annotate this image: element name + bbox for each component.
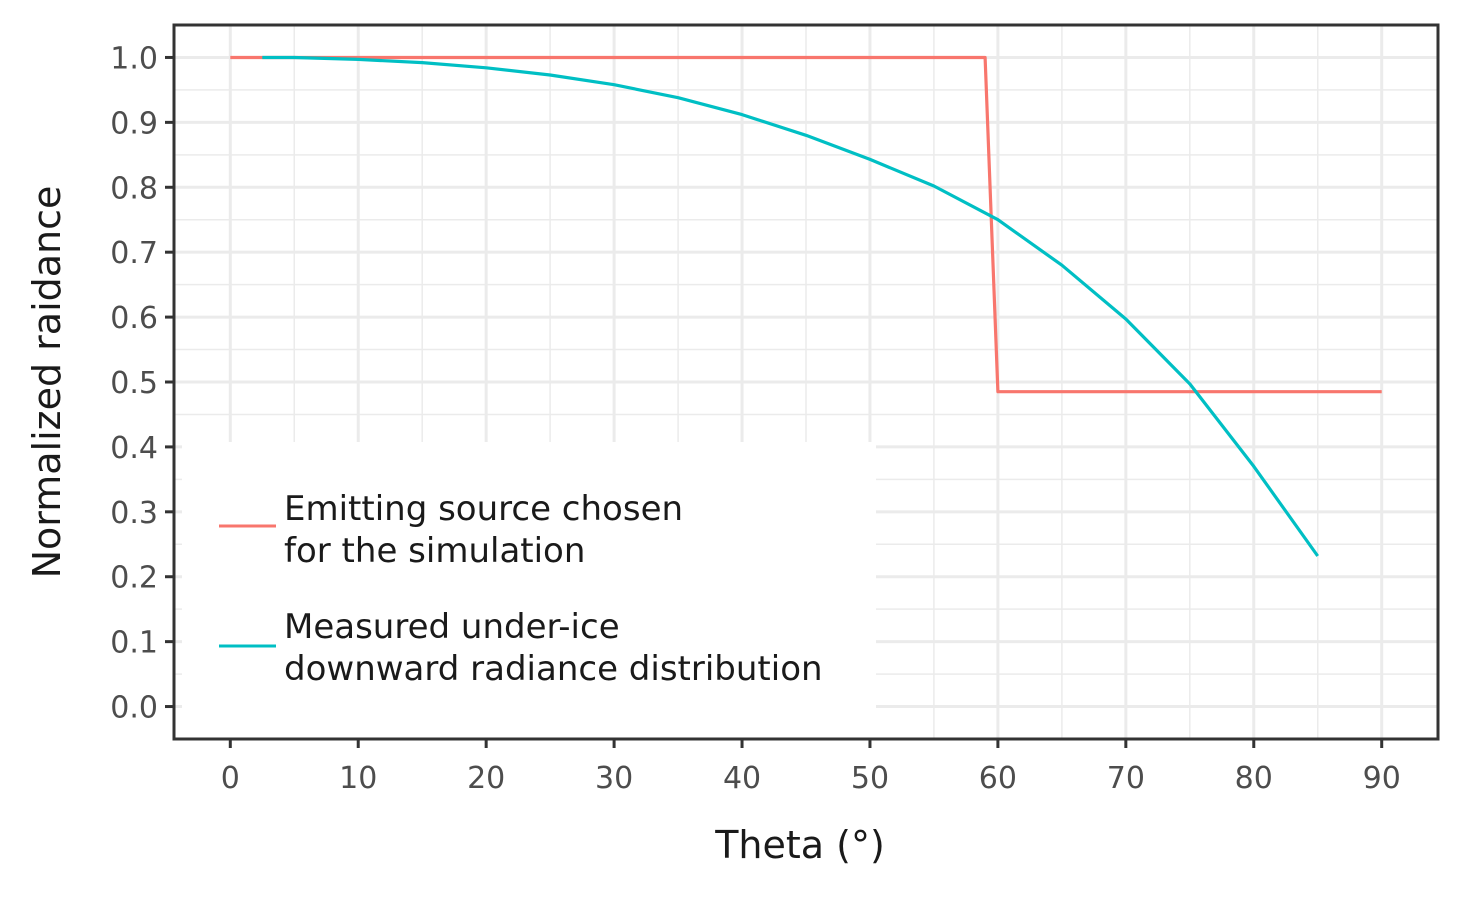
x-tick-label: 80 [1235,761,1273,796]
y-axis: 0.0 0.1 0.2 0.3 0.4 0.5 0.6 0.7 0.8 0.9 1.0 [110,41,174,726]
x-tick-label: 70 [1107,761,1145,796]
series-layer [230,55,1382,557]
x-tick-label: 0 [221,761,240,796]
y-tick-label: 0.1 [110,626,158,661]
y-tick-label: 0.4 [110,431,158,466]
y-tick-label: 0.0 [110,691,158,726]
legend-background [182,442,876,738]
y-tick-label: 1.0 [110,41,158,76]
x-tick-label: 50 [851,761,889,796]
legend-label-measured-radiance: Measured under-ice downward radiance dis… [284,607,823,689]
series-line-emitting-source [230,55,1382,394]
y-tick-label: 0.7 [110,236,158,271]
y-tick-label: 0.6 [110,301,158,336]
x-tick-label: 10 [339,761,377,796]
series-line-measured-radiance [262,55,1320,557]
x-tick-label: 60 [979,761,1017,796]
legend-label-emitting-source: Emitting source chosen for the simulatio… [284,489,694,571]
y-axis-title: Normalized raidance [25,186,69,579]
x-axis-title: Theta (°) [714,823,885,867]
x-tick-label: 40 [723,761,761,796]
y-tick-label: 0.8 [110,171,158,206]
x-tick-label: 30 [595,761,633,796]
x-tick-label: 90 [1363,761,1401,796]
x-axis: 0 10 20 30 40 50 60 70 80 90 [221,739,1401,796]
legend: Emitting source chosen for the simulatio… [182,442,876,738]
y-tick-label: 0.2 [110,561,158,596]
y-tick-label: 0.9 [110,106,158,141]
y-tick-label: 0.5 [110,366,158,401]
y-tick-label: 0.3 [110,496,158,531]
x-tick-label: 20 [467,761,505,796]
